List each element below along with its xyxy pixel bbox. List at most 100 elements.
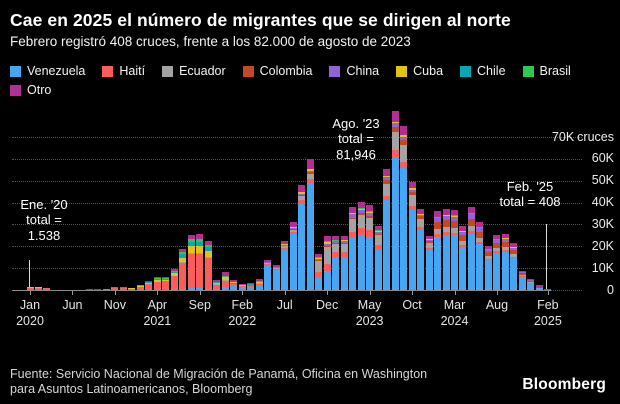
legend-swatch-icon bbox=[10, 84, 21, 96]
bar-2023-01[interactable] bbox=[332, 236, 340, 290]
bar-segment-venezuela bbox=[417, 230, 425, 290]
bar-2024-09[interactable] bbox=[501, 233, 509, 290]
bar-2024-12[interactable] bbox=[527, 279, 535, 290]
bar-segment-venezuela bbox=[340, 256, 348, 290]
bar-2023-09[interactable] bbox=[400, 125, 408, 290]
bar-2022-03[interactable] bbox=[247, 282, 255, 290]
bar-segment-venezuela bbox=[535, 288, 543, 290]
bar-segment-colombia bbox=[340, 243, 348, 245]
bar-segment-chile bbox=[170, 271, 178, 274]
bar-segment-haiti bbox=[484, 258, 492, 261]
bar-segment-haiti bbox=[264, 264, 272, 266]
bar-2022-01[interactable] bbox=[230, 279, 238, 290]
bar-segment-otro bbox=[442, 208, 450, 215]
bar-2020-11[interactable] bbox=[111, 286, 119, 290]
bar-segment-cuba bbox=[153, 279, 161, 282]
bar-segment-china bbox=[527, 280, 535, 281]
y-tick-label-70K: 70K cruces bbox=[551, 129, 614, 144]
bar-segment-haiti bbox=[272, 268, 280, 270]
bar-segment-ecuador bbox=[340, 244, 348, 253]
bar-segment-cuba bbox=[213, 282, 221, 285]
gridline-50K bbox=[12, 180, 582, 182]
page-title: Cae en 2025 el número de migrantes que s… bbox=[10, 10, 511, 30]
bar-segment-venezuela bbox=[391, 157, 399, 290]
bar-segment-ecuador bbox=[230, 283, 238, 285]
bar-2021-08[interactable] bbox=[187, 234, 195, 290]
chart-subtitle: Febrero registró 408 cruces, frente a lo… bbox=[10, 34, 411, 49]
bar-2023-03[interactable] bbox=[349, 206, 357, 290]
bar-segment-haiti bbox=[451, 232, 458, 236]
bar-segment-cuba bbox=[374, 231, 382, 232]
bar-2023-02[interactable] bbox=[340, 236, 348, 290]
x-tick-label-Jun: Jun bbox=[62, 298, 83, 312]
bar-2022-04[interactable] bbox=[255, 279, 263, 290]
bar-2020-03[interactable] bbox=[43, 287, 51, 290]
bar-segment-china bbox=[451, 216, 458, 221]
bar-2023-06[interactable] bbox=[374, 225, 382, 290]
legend-item-ecuador: Ecuador bbox=[162, 64, 226, 78]
bar-2024-11[interactable] bbox=[518, 270, 526, 290]
bar-segment-otro bbox=[281, 240, 289, 245]
x-tick-label-Nov: Nov bbox=[103, 298, 127, 312]
x-tick-label-Feb2022: Feb 2022 bbox=[228, 298, 257, 328]
bar-2023-12[interactable] bbox=[425, 236, 433, 290]
bar-segment-otro bbox=[255, 279, 263, 282]
bar-segment-venezuela bbox=[332, 256, 340, 290]
bar-2023-07[interactable] bbox=[383, 169, 391, 290]
bar-2021-02[interactable] bbox=[136, 285, 144, 290]
bar-segment-venezuela bbox=[484, 260, 492, 290]
bar-segment-haiti bbox=[34, 287, 42, 290]
bar-2021-07[interactable] bbox=[179, 248, 187, 290]
bar-2022-07[interactable] bbox=[281, 240, 289, 290]
bar-2022-09[interactable] bbox=[298, 184, 306, 290]
bar-2022-10[interactable] bbox=[306, 159, 314, 290]
bar-2021-03[interactable] bbox=[145, 281, 153, 290]
bar-2023-10[interactable] bbox=[408, 182, 416, 290]
bar-2021-04[interactable] bbox=[153, 277, 161, 290]
bar-2020-12[interactable] bbox=[119, 287, 127, 290]
legend-item-china: China bbox=[329, 64, 379, 78]
bar-2021-12[interactable] bbox=[221, 272, 229, 290]
bar-2023-08[interactable] bbox=[391, 110, 399, 290]
bar-2024-04[interactable] bbox=[459, 226, 467, 290]
bar-2022-02[interactable] bbox=[238, 283, 246, 290]
bar-2020-02[interactable] bbox=[34, 286, 42, 290]
bar-2024-08[interactable] bbox=[493, 235, 501, 290]
bar-segment-venezuela bbox=[408, 210, 416, 290]
bar-2023-04[interactable] bbox=[357, 201, 365, 290]
bar-2024-10[interactable] bbox=[510, 243, 518, 290]
bar-2021-09[interactable] bbox=[196, 234, 204, 290]
bar-segment-venezuela bbox=[467, 233, 475, 290]
bar-segment-china bbox=[306, 171, 314, 173]
bar-2024-06[interactable] bbox=[476, 222, 484, 290]
bar-segment-cuba bbox=[162, 279, 170, 282]
bar-segment-haiti bbox=[434, 234, 442, 237]
bar-2021-10[interactable] bbox=[204, 240, 212, 290]
bar-2024-01[interactable] bbox=[434, 211, 442, 290]
bar-2020-08[interactable] bbox=[85, 289, 93, 290]
bar-2021-06[interactable] bbox=[170, 268, 178, 290]
bar-2021-05[interactable] bbox=[162, 276, 170, 290]
bar-2020-09[interactable] bbox=[94, 289, 102, 290]
bar-2020-01[interactable] bbox=[26, 286, 34, 290]
bar-2025-01[interactable] bbox=[535, 285, 543, 290]
bar-2022-08[interactable] bbox=[289, 222, 297, 290]
bar-2024-07[interactable] bbox=[484, 246, 492, 290]
bar-segment-colombia bbox=[289, 228, 297, 230]
bar-2024-02[interactable] bbox=[442, 208, 450, 290]
bar-2024-05[interactable] bbox=[467, 207, 475, 290]
bar-2023-11[interactable] bbox=[417, 209, 425, 290]
bar-2022-05[interactable] bbox=[264, 259, 272, 290]
bar-2022-12[interactable] bbox=[323, 236, 331, 290]
bar-2021-01[interactable] bbox=[128, 287, 136, 290]
bar-2024-03[interactable] bbox=[451, 209, 458, 290]
bar-2022-11[interactable] bbox=[315, 253, 323, 290]
gridline-20K bbox=[12, 246, 582, 248]
bar-2025-02[interactable] bbox=[544, 289, 552, 290]
bar-2021-11[interactable] bbox=[213, 279, 221, 290]
bar-2023-05[interactable] bbox=[366, 204, 374, 290]
bar-2020-10[interactable] bbox=[102, 288, 110, 290]
bar-segment-ecuador bbox=[400, 145, 408, 162]
bar-2022-06[interactable] bbox=[272, 265, 280, 290]
bar-segment-otro bbox=[357, 201, 365, 209]
